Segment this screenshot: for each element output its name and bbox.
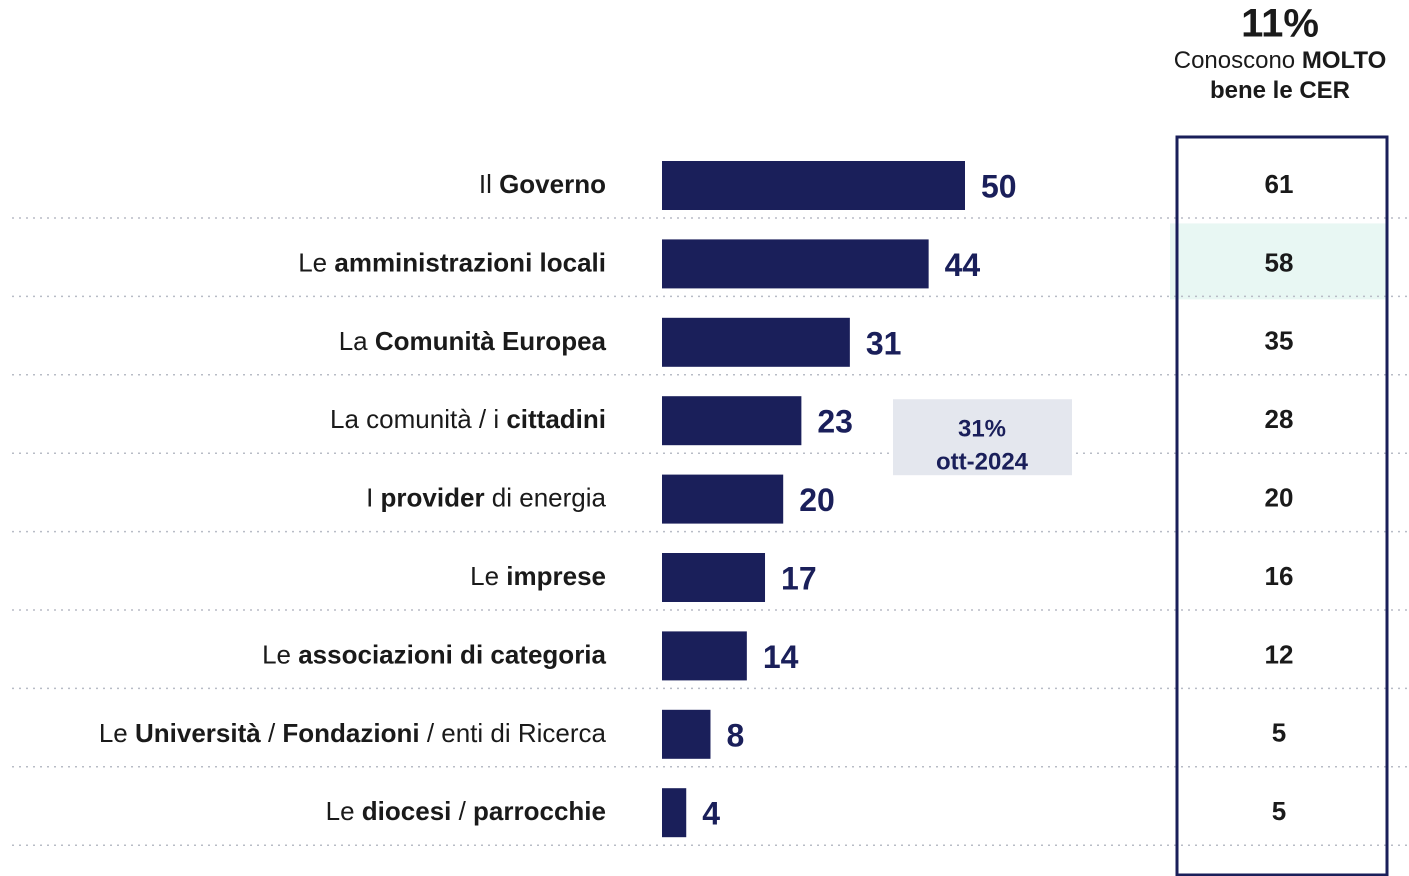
side-subtitle-part: bene le CER (1210, 77, 1350, 104)
category-label-part: Le (326, 796, 362, 826)
value-label: 44 (945, 247, 981, 283)
category-label-part: associazioni di categoria (298, 639, 606, 669)
category-label-part: Le (470, 561, 506, 591)
category-label-part: La comunità / i (330, 404, 506, 434)
category-label-part: imprese (506, 561, 606, 591)
category-label-part: provider (381, 482, 485, 512)
category-label-part: amministrazioni locali (334, 247, 606, 277)
side-value: 35 (1265, 326, 1294, 356)
value-label: 50 (981, 168, 1017, 204)
value-label: 14 (763, 639, 799, 675)
side-subtitle: bene le CER (1210, 77, 1350, 104)
category-label-part: Le (262, 639, 298, 669)
bar (662, 161, 965, 210)
category-label: Le diocesi / parrocchie (326, 796, 606, 826)
value-label: 4 (702, 796, 720, 832)
value-label: 8 (726, 717, 744, 753)
value-label: 23 (817, 404, 853, 440)
bar (662, 239, 929, 289)
value-label: 20 (799, 482, 835, 518)
side-value: 28 (1265, 404, 1294, 434)
category-label: Il Governo (479, 169, 606, 199)
category-label-part: Governo (499, 169, 606, 199)
category-label: I provider di energia (366, 482, 606, 512)
bar (662, 396, 802, 446)
side-value: 16 (1265, 561, 1294, 591)
category-label-part: cittadini (506, 404, 606, 434)
value-label: 17 (781, 560, 817, 596)
side-value: 20 (1265, 482, 1294, 512)
bar (662, 553, 766, 602)
side-subtitle-part: MOLTO (1302, 47, 1386, 74)
category-label-part: parrocchie (473, 796, 606, 826)
category-label: Le imprese (470, 561, 606, 591)
category-label-part: diocesi (362, 796, 452, 826)
side-value: 5 (1272, 796, 1286, 826)
category-label-part: Il (479, 169, 499, 199)
side-value: 5 (1272, 718, 1286, 748)
category-label-part: / (451, 796, 473, 826)
bar (662, 474, 784, 524)
bar (662, 631, 747, 681)
category-label: Le Università / Fondazioni / enti di Ric… (99, 718, 607, 748)
category-label-part: Le (298, 247, 334, 277)
category-label: Le amministrazioni locali (298, 247, 606, 277)
side-subtitle: Conoscono MOLTO (1174, 47, 1387, 74)
category-label-part: / enti di Ricerca (420, 718, 607, 748)
bar (662, 317, 850, 367)
category-label-part: di energia (485, 482, 607, 512)
category-label-part: I (366, 482, 380, 512)
bar (662, 788, 687, 838)
side-highlight (1170, 223, 1387, 300)
category-label-part: Fondazioni (282, 718, 419, 748)
side-subtitle-part: Conoscono (1174, 47, 1302, 74)
category-label-part: Università (135, 718, 261, 748)
category-label-part: La (339, 326, 375, 356)
annotation-text: 31% (958, 416, 1006, 443)
annotation-box (893, 399, 1072, 476)
side-value: 58 (1265, 247, 1294, 277)
category-label: La Comunità Europea (339, 326, 607, 356)
annotation-text: ott-2024 (936, 449, 1029, 476)
side-value: 12 (1265, 639, 1294, 669)
side-box (1175, 135, 1389, 876)
category-label-part: Le (99, 718, 135, 748)
side-title: 11% (1241, 2, 1319, 46)
category-label-part: / (261, 718, 283, 748)
category-label-part: Comunità Europea (375, 326, 607, 356)
category-label: La comunità / i cittadini (330, 404, 606, 434)
category-label: Le associazioni di categoria (262, 639, 606, 669)
bar (662, 709, 711, 759)
side-value: 61 (1265, 169, 1294, 199)
value-label: 31 (866, 325, 902, 361)
